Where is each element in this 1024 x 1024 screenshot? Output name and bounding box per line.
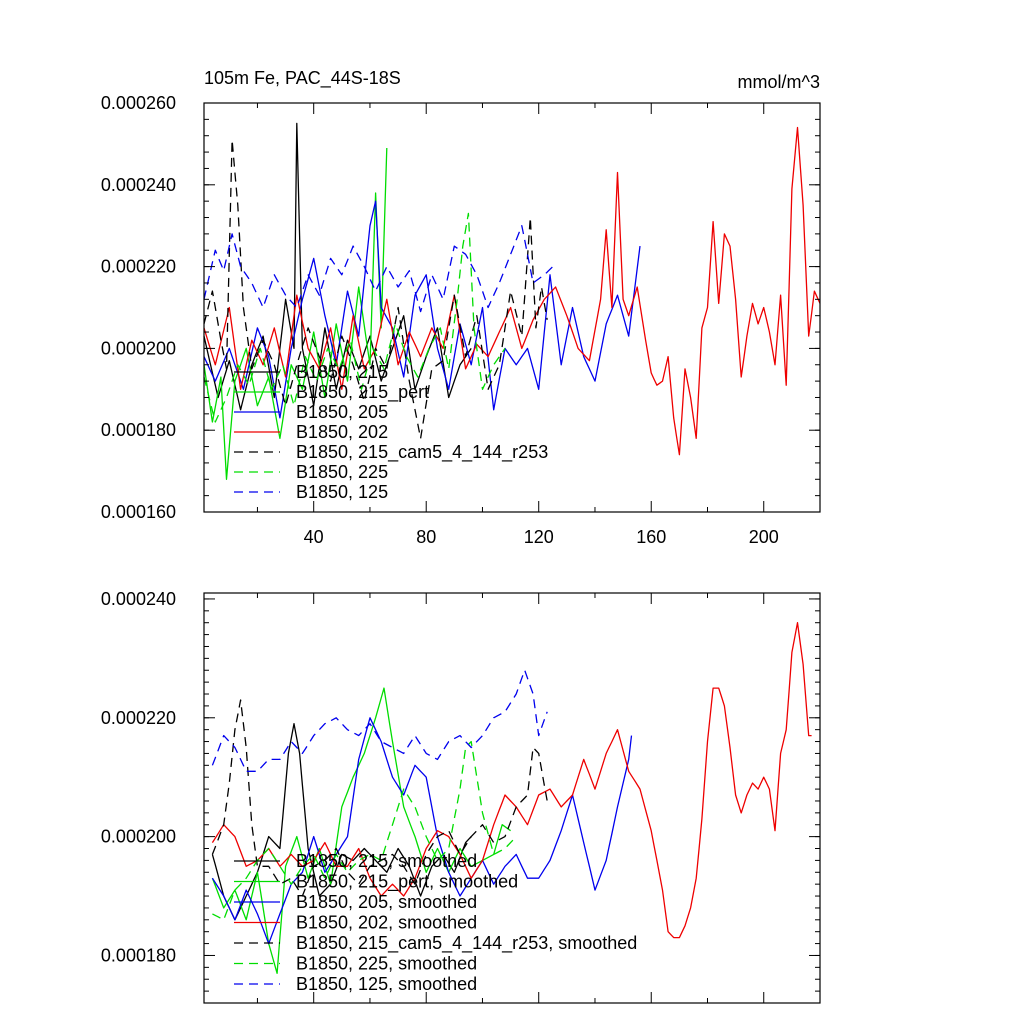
- series-line-b1850-125: [203, 225, 554, 313]
- series-line-b1850-202-smoothed: [211, 622, 812, 939]
- legend-label: B1850, 205, smoothed: [296, 892, 477, 912]
- legend-label: B1850, 215, smoothed: [296, 851, 477, 871]
- legend-label: B1850, 225: [296, 462, 388, 482]
- y-tick-label: 0.000240: [101, 175, 176, 195]
- legend-label: B1850, 125: [296, 482, 388, 502]
- x-tick-label: 40: [304, 527, 324, 547]
- x-tick-label: 120: [524, 527, 554, 547]
- top-panel: 105m Fe, PAC_44S-18S mmol/m^3 0.0001600.…: [101, 68, 821, 547]
- series-line-b1850-205: [203, 200, 641, 419]
- y-tick-label: 0.000220: [101, 708, 176, 728]
- y-tick-label: 0.000180: [101, 420, 176, 440]
- legend-label: B1850, 202: [296, 422, 388, 442]
- legend-label: B1850, 125, smoothed: [296, 974, 477, 994]
- series-line-b1850-215-smoothed: [211, 723, 472, 921]
- legend-label: B1850, 215_cam5_4_144_r253: [296, 442, 548, 463]
- y-tick-label: 0.000200: [101, 338, 176, 358]
- axis-ticks: 0.000160 0.000180 0.000200 0.000220 0.000240…: [101, 93, 821, 547]
- series-line-b1850-215-pert: [203, 147, 388, 480]
- y-tick-label: 0.000220: [101, 257, 176, 277]
- legend-label: B1850, 215_pert, smoothed: [296, 872, 518, 893]
- y-tick-label: 0.000160: [101, 502, 176, 522]
- x-tick-label: 80: [416, 527, 436, 547]
- series-line-b1850-202: [203, 126, 821, 456]
- plot-frame: [203, 102, 821, 513]
- panel-title: 105m Fe, PAC_44S-18S: [204, 68, 401, 89]
- x-tick-label: 160: [636, 527, 666, 547]
- units-label: mmol/m^3: [738, 72, 820, 92]
- legend-label: B1850, 202, smoothed: [296, 913, 477, 933]
- series-line-b1850-205-smoothed: [211, 717, 633, 945]
- y-tick-label: 0.000180: [101, 945, 176, 965]
- y-tick-label: 0.000260: [101, 93, 176, 113]
- y-tick-label: 0.000240: [101, 589, 176, 609]
- series-line-b1850-215-cam5-4-144-r253: [203, 139, 548, 440]
- legend-label: B1850, 215_cam5_4_144_r253, smoothed: [296, 933, 637, 954]
- legend-label: B1850, 215_pert: [296, 382, 429, 403]
- x-tick-label: 200: [749, 527, 779, 547]
- bottom-panel: 0.000180 0.000200 0.000220 0.000240 B1850, …: [101, 589, 821, 1004]
- series-layer: [211, 622, 812, 974]
- y-tick-label: 0.000200: [101, 827, 176, 847]
- series-line-b1850-225: [203, 212, 506, 423]
- series-line-b1850-215-cam5-4-144-r253-smoothed: [211, 699, 548, 897]
- plot-frame: [203, 592, 821, 1004]
- legend-label: B1850, 215: [296, 362, 388, 382]
- series-line-b1850-225-smoothed: [212, 740, 517, 921]
- legend-label: B1850, 205: [296, 402, 388, 422]
- axis-ticks: 0.000180 0.000200 0.000220 0.000240: [101, 589, 821, 1004]
- series-layer: [203, 122, 821, 480]
- legend-label: B1850, 225, smoothed: [296, 954, 477, 974]
